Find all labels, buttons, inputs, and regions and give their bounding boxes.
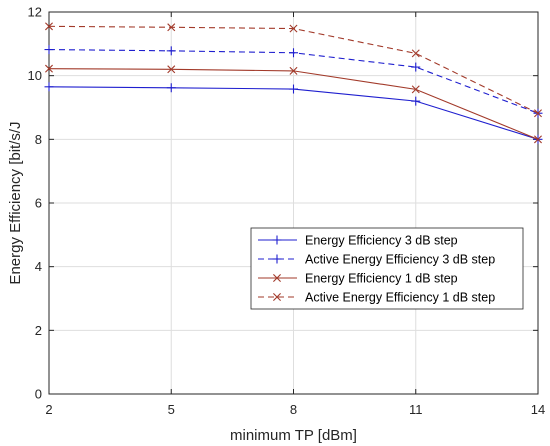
y-axis-label: Energy Efficiency [bit/s/J — [7, 121, 24, 284]
x-tick-label: 8 — [290, 402, 297, 417]
data-point-marker — [411, 85, 420, 94]
data-point-marker — [167, 65, 176, 74]
x-tick-label: 14 — [531, 402, 545, 417]
x-tick-label: 2 — [45, 402, 52, 417]
data-point-marker — [534, 109, 542, 118]
data-point-marker — [167, 23, 176, 32]
data-point-marker — [45, 64, 53, 73]
data-point-marker — [534, 135, 542, 144]
y-tick-label: 8 — [35, 132, 42, 147]
series-3 — [45, 64, 542, 144]
legend-box — [250, 227, 524, 310]
data-point-marker — [273, 274, 281, 282]
data-point-marker — [45, 22, 53, 31]
x-axis-label: minimum TP [dBm] — [230, 427, 357, 444]
y-tick-label: 2 — [35, 323, 42, 338]
legend-label: Active Energy Efficiency 1 dB step — [305, 291, 495, 305]
series-2 — [44, 45, 543, 118]
series-4 — [45, 22, 542, 118]
data-point-marker — [411, 49, 420, 58]
y-tick-label: 10 — [28, 68, 42, 83]
y-tick-label: 6 — [35, 196, 42, 211]
y-tick-label: 4 — [35, 259, 42, 274]
legend-entry: Energy Efficiency 3 dB step — [258, 234, 458, 248]
legend-entry: Energy Efficiency 1 dB step — [258, 272, 458, 286]
y-tick-label: 12 — [28, 5, 42, 20]
y-tick-label: 0 — [35, 387, 42, 402]
legend-entry: Active Energy Efficiency 1 dB step — [258, 291, 495, 305]
data-point-marker — [289, 24, 298, 33]
x-tick-label: 5 — [168, 402, 175, 417]
x-tick-label: 11 — [409, 402, 423, 417]
legend-label: Energy Efficiency 1 dB step — [305, 272, 458, 286]
legend-label: Energy Efficiency 3 dB step — [305, 234, 458, 248]
legend-label: Active Energy Efficiency 3 dB step — [305, 253, 495, 267]
legend-entry: Active Energy Efficiency 3 dB step — [258, 253, 495, 267]
data-point-marker — [273, 293, 281, 301]
data-point-marker — [289, 66, 298, 75]
series-group — [44, 22, 543, 144]
legend: Energy Efficiency 3 dB step Active Energy… — [250, 227, 524, 310]
